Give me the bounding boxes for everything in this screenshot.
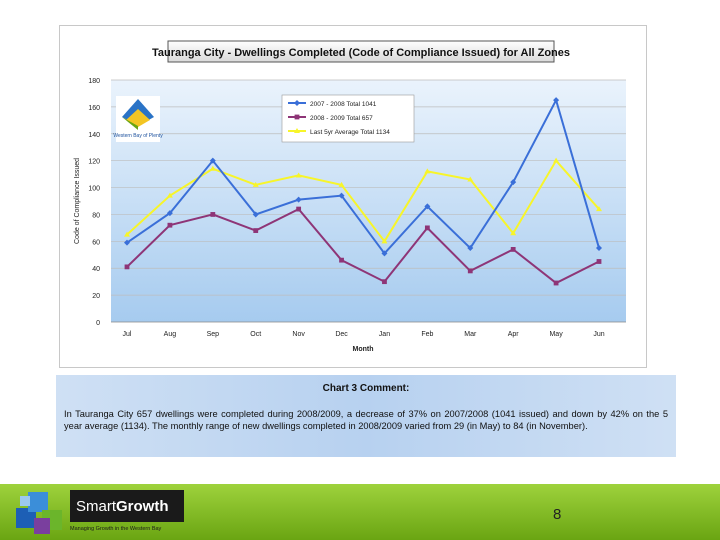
data-point — [210, 212, 216, 217]
x-tick-label: Jul — [123, 331, 132, 338]
data-point — [339, 257, 344, 263]
logo-growth-text: Growth — [116, 497, 169, 515]
chart-title-box — [167, 40, 555, 63]
series-line — [126, 97, 600, 256]
data-point — [596, 245, 602, 252]
y-tick-label: 100 — [88, 186, 100, 193]
data-point — [209, 165, 216, 171]
data-point — [467, 268, 473, 274]
data-point — [167, 222, 173, 228]
x-tick-label: Oct — [250, 331, 261, 338]
data-point — [252, 181, 259, 187]
data-point — [252, 211, 259, 218]
data-point — [295, 196, 302, 203]
logo-tagline: Managing Growth in the Western Bay — [70, 526, 162, 532]
data-point — [553, 97, 560, 104]
legend-label: 2008 - 2009 Total 657 — [310, 115, 373, 122]
inset-logo-sun-icon — [126, 109, 150, 127]
x-axis-label: Month — [353, 346, 374, 353]
y-tick-label: 80 — [92, 212, 100, 219]
y-tick-label: 40 — [92, 266, 100, 273]
data-point — [553, 157, 560, 163]
comment-box: Chart 3 Comment: In Tauranga City 657 dw… — [56, 375, 676, 457]
legend-label: 2007 - 2008 Total 1041 — [310, 101, 377, 108]
data-point — [510, 247, 516, 252]
data-point — [553, 280, 559, 286]
wbop-inset-logo: Western Bay of Plenty — [113, 96, 163, 142]
data-point — [295, 172, 302, 178]
inset-logo-text: Western Bay of Plenty — [113, 133, 163, 139]
data-point — [467, 245, 474, 252]
smartgrowth-logo: Smart Growth Managing Growth in the Weste… — [12, 488, 184, 538]
series-0 — [124, 97, 602, 257]
data-point — [424, 168, 431, 174]
line-chart: 0 20 40 60 80 100 120 140 160 180 Jul Aug Sep Oct Nov D… — [74, 40, 626, 353]
data-point — [510, 230, 517, 236]
x-tick-label: Nov — [292, 331, 305, 338]
data-point — [124, 264, 130, 270]
logo-smart-text: Smart — [76, 497, 117, 515]
comment-title: Chart 3 Comment: — [322, 383, 410, 394]
comment-text: In Tauranga City 657 dwellings were comp… — [64, 409, 668, 431]
data-point — [166, 192, 173, 198]
data-point — [166, 210, 173, 217]
logo-wordmark: Smart Growth — [70, 490, 184, 522]
data-point — [424, 203, 431, 210]
series-line — [126, 207, 600, 285]
x-tick-label: Jan — [379, 331, 390, 338]
data-point — [510, 179, 517, 186]
x-tick-label: Sep — [207, 331, 220, 338]
series-1 — [124, 206, 602, 286]
inset-logo-land-icon — [122, 117, 138, 130]
x-tick-label: Feb — [421, 331, 433, 338]
data-point — [338, 192, 345, 199]
chart-frame: 0 20 40 60 80 100 120 140 160 180 Jul Aug Sep Oct Nov D… — [59, 25, 647, 368]
y-tick-label: 0 — [96, 320, 100, 327]
logo-cubes-icon — [16, 492, 62, 534]
series-line — [126, 158, 600, 244]
y-tick-label: 160 — [88, 105, 100, 112]
legend: 2007 - 2008 Total 1041 2008 - 2009 Total … — [281, 94, 415, 143]
data-point — [338, 181, 345, 187]
data-point — [124, 231, 130, 237]
series-2 — [124, 157, 602, 244]
y-tick-label: 20 — [92, 293, 100, 300]
data-point — [124, 239, 130, 246]
data-point — [382, 279, 387, 285]
data-point — [294, 100, 300, 106]
x-tick-label: May — [549, 331, 563, 338]
data-point — [424, 225, 430, 231]
x-tick-label: Dec — [335, 331, 348, 338]
data-point — [209, 157, 216, 164]
legend-label: Last 5yr Average Total 1134 — [310, 129, 390, 136]
data-point — [294, 114, 300, 120]
data-point — [253, 228, 259, 233]
data-point — [596, 259, 602, 264]
y-tick-label: 180 — [88, 78, 100, 85]
x-tick-label: Aug — [164, 331, 177, 338]
data-point — [294, 128, 300, 133]
x-tick-label: Apr — [508, 331, 520, 338]
x-tick-label: Mar — [464, 331, 477, 338]
y-tick-label: 140 — [88, 132, 100, 139]
data-point — [381, 238, 388, 244]
y-axis-label: Code of Compliance Issued — [74, 158, 81, 244]
data-point — [467, 176, 474, 182]
data-point — [296, 206, 302, 212]
y-tick-label: 60 — [92, 239, 100, 246]
data-point — [381, 250, 388, 257]
data-point — [596, 206, 602, 212]
page-number: 8 — [553, 506, 562, 523]
y-tick-label: 120 — [88, 159, 100, 166]
chart-title: Tauranga City - Dwellings Completed (Cod… — [152, 47, 570, 59]
x-tick-label: Jun — [593, 331, 604, 338]
